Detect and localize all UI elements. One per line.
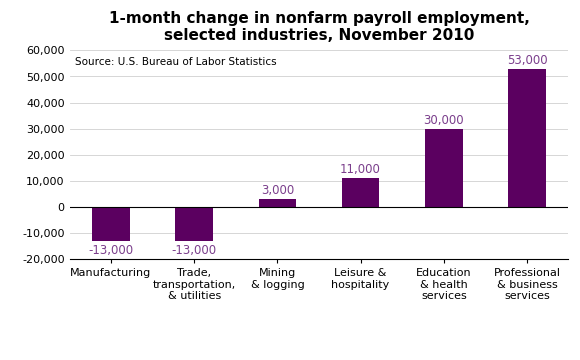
Bar	[176, 207, 213, 241]
Text: 30,000: 30,000	[423, 114, 464, 127]
Bar	[425, 129, 462, 207]
Text: 3,000: 3,000	[261, 184, 294, 197]
Bar	[259, 199, 296, 207]
Text: 53,000: 53,000	[507, 54, 548, 67]
Bar	[342, 178, 379, 207]
Text: -13,000: -13,000	[172, 244, 217, 257]
Bar	[92, 207, 130, 241]
Text: 1-month change in nonfarm payroll employment,
selected industries, November 2010: 1-month change in nonfarm payroll employ…	[108, 11, 530, 43]
Bar	[508, 69, 546, 207]
Text: Source: U.S. Bureau of Labor Statistics: Source: U.S. Bureau of Labor Statistics	[75, 57, 276, 67]
Text: -13,000: -13,000	[88, 244, 133, 257]
Text: 11,000: 11,000	[340, 163, 381, 176]
